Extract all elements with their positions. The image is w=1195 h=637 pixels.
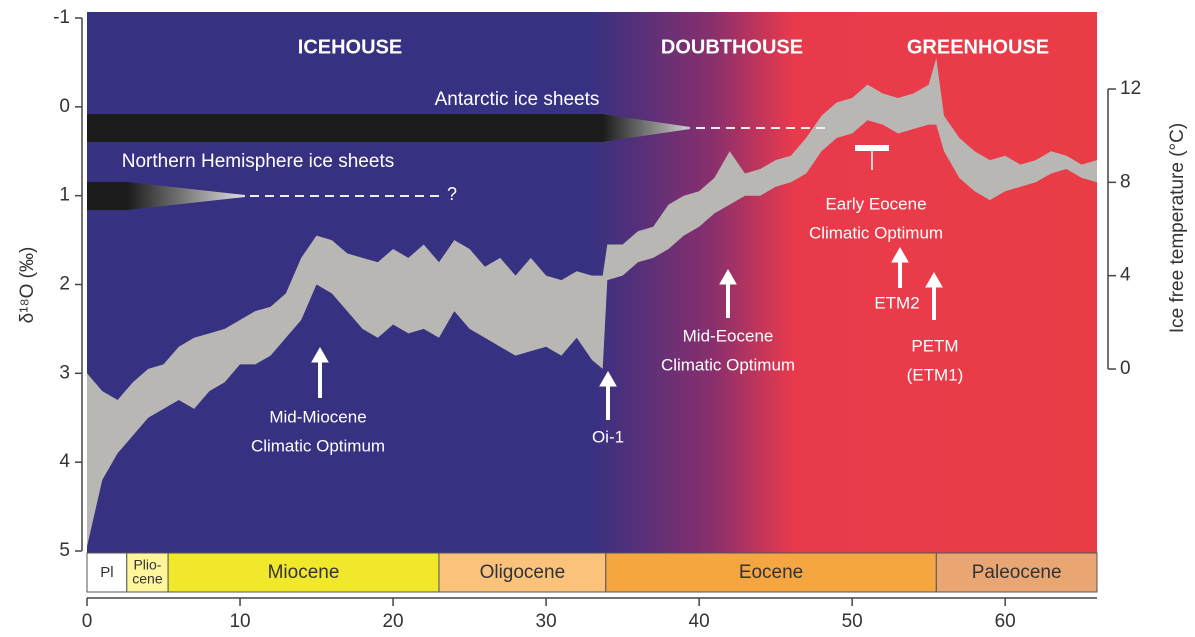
epoch-label: Plio- [133,557,161,573]
annotation: Mid-Eocene [683,326,774,345]
y-tick-label: 0 [59,96,70,117]
y-tick-label: 1 [59,185,70,206]
arrow-head [599,370,617,387]
epoch-label: Pl [100,564,113,581]
annotation: Mid-Miocene [269,407,366,426]
annotation: Climatic Optimum [809,223,943,242]
y2-axis-label: Ice free temperature (°C) [1167,123,1188,333]
annotation: ? [447,184,457,204]
epoch-label: Eocene [739,562,803,583]
nh-taper [127,182,245,210]
data-band [87,58,1097,547]
y-axis-label: δ¹⁸O (‰) [17,247,38,324]
annotation: Climatic Optimum [251,436,385,455]
annotation: DOUBTHOUSE [661,36,803,58]
y2-tick-label: 8 [1120,171,1131,192]
annotation: ICEHOUSE [298,36,402,58]
arrow-head [891,246,909,263]
x-tick-label: 0 [82,611,93,632]
annotation: Climatic Optimum [661,355,795,374]
y-tick-label: 5 [59,540,70,561]
x-tick-label: 50 [842,611,863,632]
y2-tick-label: 12 [1120,78,1141,99]
eeco-bar [855,145,889,151]
annotation: Early Eocene [825,194,926,213]
y2-tick-label: 0 [1120,358,1131,379]
arrows [311,145,943,420]
annotation: ETM2 [874,293,919,312]
antarctic-taper [602,114,690,142]
y-tick-label: 4 [59,451,70,472]
x-tick-label: 20 [382,611,403,632]
annotation: GREENHOUSE [907,36,1049,58]
arrow-head [311,346,329,363]
annotation: Oi-1 [592,427,624,446]
annotation: Antarctic ice sheets [435,89,600,110]
annotation: Northern Hemisphere ice sheets [122,151,394,172]
epoch-label: cene [132,571,163,587]
epoch-label: Oligocene [480,562,566,583]
x-tick-label: 10 [229,611,250,632]
y-tick-label: -1 [53,7,70,28]
x-tick-label: 30 [536,611,557,632]
x-tick-label: 40 [689,611,710,632]
epoch [935,552,1098,593]
antarctic-bar [87,114,602,142]
arrow-head [719,268,737,285]
ice-sheet-bars [87,114,830,210]
x-tick-label: 60 [995,611,1016,632]
epoch [605,552,937,593]
y-tick-label: 3 [59,362,70,383]
epoch-label: Miocene [268,562,340,583]
annotation: PETM [911,336,958,355]
epoch [167,552,440,593]
y2-tick-label: 4 [1120,265,1131,286]
epoch-label: Paleocene [972,562,1062,583]
epoch [126,552,169,593]
nh-bar [87,182,127,210]
arrow-head [925,271,943,288]
annotation: (ETM1) [907,365,964,384]
epoch [86,552,128,593]
y-tick-label: 2 [59,274,70,295]
